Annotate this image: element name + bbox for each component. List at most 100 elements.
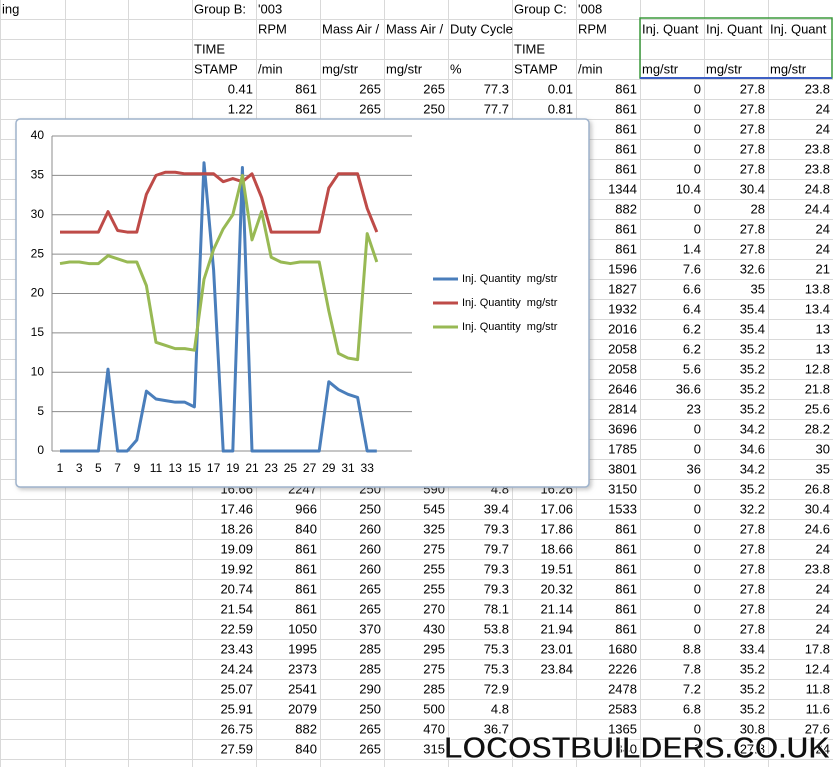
y-tick-label: 15 xyxy=(31,325,45,339)
cell: 25.91 xyxy=(220,701,253,716)
cell: 27.8 xyxy=(740,121,765,136)
cell: 24 xyxy=(816,621,830,636)
cell: 39.4 xyxy=(484,501,509,516)
header-cell: RPM xyxy=(578,21,607,36)
cell: 53.8 xyxy=(484,621,509,636)
cell: 2373 xyxy=(288,661,317,676)
cell: 6.2 xyxy=(683,341,701,356)
cell: 24.4 xyxy=(805,201,830,216)
cell: 0 xyxy=(694,121,701,136)
cell: 23.8 xyxy=(805,561,830,576)
cell: 35.2 xyxy=(740,401,765,416)
cell: 6.2 xyxy=(683,321,701,336)
cell: 2058 xyxy=(608,341,637,356)
cell: 25.07 xyxy=(220,681,253,696)
cell: 861 xyxy=(615,221,637,236)
cell: 290 xyxy=(359,681,381,696)
cell: 325 xyxy=(423,521,445,536)
header-cell: Group B: xyxy=(194,1,246,16)
cell: 861 xyxy=(615,601,637,616)
cell: 13 xyxy=(816,341,830,356)
cell: 79.7 xyxy=(484,541,509,556)
cell: 0 xyxy=(694,101,701,116)
cell: 30.8 xyxy=(740,721,765,736)
x-tick-label: 9 xyxy=(133,461,140,475)
cell: 30 xyxy=(816,441,830,456)
cell: 24 xyxy=(816,241,830,256)
cell: 270 xyxy=(423,601,445,616)
cell: 18.26 xyxy=(220,521,253,536)
header-cell: RPM xyxy=(258,21,287,36)
cell: 0 xyxy=(694,201,701,216)
legend-label: Inj. Quantity mg/str xyxy=(462,273,558,285)
header-cell: /min xyxy=(258,61,283,76)
cell: 3801 xyxy=(608,461,637,476)
cell: 0 xyxy=(694,221,701,236)
cell: 285 xyxy=(423,681,445,696)
cell: 1050 xyxy=(288,621,317,636)
cell: 28 xyxy=(751,201,765,216)
cell: 35.2 xyxy=(740,481,765,496)
cell: 2478 xyxy=(608,681,637,696)
cell: 285 xyxy=(359,661,381,676)
x-tick-label: 23 xyxy=(265,461,279,475)
header-cell: TIME xyxy=(194,41,225,56)
cell: 260 xyxy=(359,541,381,556)
cell: 6.4 xyxy=(683,301,701,316)
cell: 861 xyxy=(615,101,637,116)
cell: 27.8 xyxy=(740,601,765,616)
cell: 250 xyxy=(359,501,381,516)
cell: 1932 xyxy=(608,301,637,316)
cell: 861 xyxy=(295,561,317,576)
cell: 35.2 xyxy=(740,361,765,376)
cell: 27.59 xyxy=(220,741,253,756)
cell: 32.6 xyxy=(740,261,765,276)
cell: 24.24 xyxy=(220,661,253,676)
cell: 23 xyxy=(687,401,701,416)
cell: 6.8 xyxy=(683,701,701,716)
cell: 36.6 xyxy=(676,381,701,396)
cell: 24 xyxy=(816,221,830,236)
x-tick-label: 11 xyxy=(150,461,163,475)
cell: 17.8 xyxy=(805,641,830,656)
cell: 8.8 xyxy=(683,641,701,656)
cell: 250 xyxy=(359,701,381,716)
cell: 20.32 xyxy=(540,581,573,596)
cell: 27.8 xyxy=(740,141,765,156)
cell: 861 xyxy=(615,81,637,96)
cell: 34.6 xyxy=(740,441,765,456)
cell: 75.3 xyxy=(484,641,509,656)
header-cell: ing xyxy=(2,1,19,16)
header-cell: '008 xyxy=(578,1,602,16)
cell: 6.6 xyxy=(683,281,701,296)
cell: 35.2 xyxy=(740,381,765,396)
cell: 75.3 xyxy=(484,661,509,676)
cell: 33.4 xyxy=(740,641,765,656)
cell: 12.8 xyxy=(805,361,830,376)
cell: 295 xyxy=(423,641,445,656)
cell: 250 xyxy=(423,101,445,116)
cell: 22.59 xyxy=(220,621,253,636)
cell: 35.2 xyxy=(740,701,765,716)
cell: 24 xyxy=(816,741,830,756)
cell: 260 xyxy=(359,521,381,536)
cell: 21.8 xyxy=(805,381,830,396)
cell: 21.94 xyxy=(540,621,573,636)
cell: 2541 xyxy=(288,681,317,696)
cell: 2226 xyxy=(608,661,637,676)
header-cell: Duty Cycle xyxy=(450,21,513,36)
cell: 78.1 xyxy=(484,601,509,616)
cell: 1344 xyxy=(608,181,637,196)
cell: 882 xyxy=(295,721,317,736)
cell: 26.8 xyxy=(805,481,830,496)
cell: 34.2 xyxy=(740,421,765,436)
header-cell: mg/str xyxy=(386,61,423,76)
series-line xyxy=(59,173,379,362)
cell: 27.6 xyxy=(805,721,830,736)
cell: 36 xyxy=(687,461,701,476)
cell: 20.74 xyxy=(220,581,253,596)
cell: 7.2 xyxy=(683,681,701,696)
